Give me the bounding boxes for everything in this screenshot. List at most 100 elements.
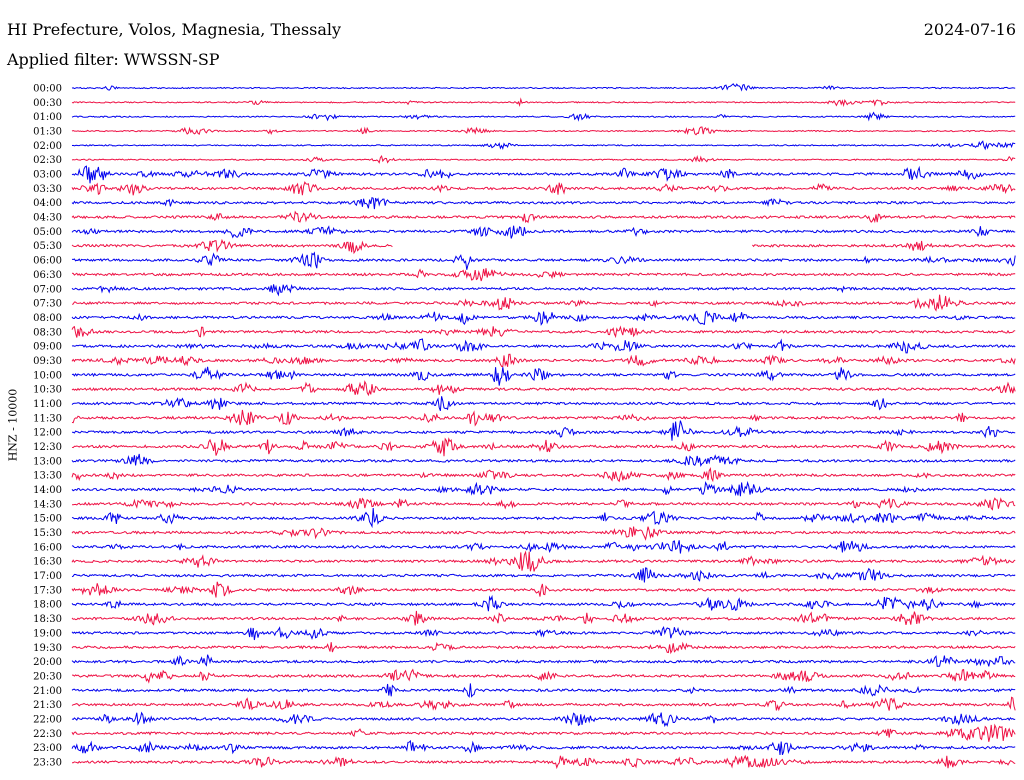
time-label: 10:30 bbox=[33, 385, 62, 396]
trace-line bbox=[72, 754, 1016, 770]
time-label: 06:30 bbox=[33, 270, 62, 281]
time-label: 00:30 bbox=[33, 98, 62, 109]
time-label: 21:00 bbox=[33, 686, 62, 697]
time-label: 19:00 bbox=[33, 628, 62, 639]
time-label: 07:00 bbox=[33, 284, 62, 295]
time-label: 03:30 bbox=[33, 184, 62, 195]
time-label: 09:30 bbox=[33, 356, 62, 367]
time-label: 12:30 bbox=[33, 442, 62, 453]
time-label: 03:00 bbox=[33, 170, 62, 181]
time-label: 02:30 bbox=[33, 155, 62, 166]
time-label: 14:30 bbox=[33, 499, 62, 510]
trace-line bbox=[71, 625, 1016, 641]
time-label: 12:00 bbox=[33, 428, 62, 439]
trace-line bbox=[71, 711, 1016, 728]
time-label: 17:00 bbox=[33, 571, 62, 582]
trace-line bbox=[71, 325, 1016, 339]
time-label: 05:30 bbox=[33, 241, 62, 252]
trace-line bbox=[71, 683, 1016, 698]
trace-line bbox=[71, 181, 1016, 196]
time-label: 23:30 bbox=[33, 757, 62, 768]
trace-line bbox=[71, 268, 1016, 282]
trace-line bbox=[71, 409, 1016, 427]
station-title: HI Prefecture, Volos, Magnesia, Thessaly bbox=[7, 20, 342, 39]
record-date: 2024-07-16 bbox=[923, 20, 1016, 39]
trace-line bbox=[71, 420, 1016, 441]
trace-line bbox=[71, 210, 1016, 224]
trace-line bbox=[71, 453, 1016, 468]
trace-line bbox=[71, 396, 1016, 411]
time-label: 16:30 bbox=[33, 557, 62, 568]
time-label: 02:00 bbox=[33, 141, 62, 152]
time-label: 13:00 bbox=[33, 456, 62, 467]
time-label: 10:00 bbox=[33, 370, 62, 381]
trace-line bbox=[71, 97, 1016, 108]
trace-line bbox=[71, 550, 1016, 572]
trace-line bbox=[71, 310, 1016, 326]
trace-line bbox=[71, 165, 1016, 184]
trace-line bbox=[71, 154, 1016, 164]
time-label: 22:30 bbox=[33, 729, 62, 740]
trace-line bbox=[71, 581, 1016, 598]
trace-line bbox=[71, 111, 1016, 122]
time-label: 13:30 bbox=[33, 471, 62, 482]
time-label: 08:30 bbox=[33, 327, 62, 338]
trace-line bbox=[71, 140, 1016, 151]
time-label: 04:00 bbox=[33, 198, 62, 209]
time-label: 08:00 bbox=[33, 313, 62, 324]
trace-line bbox=[71, 739, 1016, 755]
trace-line bbox=[71, 380, 1016, 397]
trace-line bbox=[71, 507, 1016, 529]
trace-line bbox=[72, 668, 1016, 684]
time-label: 16:00 bbox=[33, 542, 62, 553]
trace-line bbox=[71, 251, 1016, 270]
time-label: 20:00 bbox=[33, 657, 62, 668]
time-label: 07:30 bbox=[33, 299, 62, 310]
trace-line bbox=[71, 353, 1016, 368]
trace-line bbox=[71, 610, 1016, 626]
trace-line bbox=[71, 83, 1016, 92]
time-label: 05:00 bbox=[33, 227, 62, 238]
trace-line bbox=[71, 238, 393, 255]
time-label: 23:00 bbox=[33, 743, 62, 754]
time-label: 01:30 bbox=[33, 127, 62, 138]
time-label: 22:00 bbox=[33, 714, 62, 725]
trace-line bbox=[71, 480, 1016, 497]
trace-line bbox=[71, 696, 1016, 712]
trace-line bbox=[71, 437, 1016, 457]
time-label: 09:00 bbox=[33, 342, 62, 353]
time-label: 20:30 bbox=[33, 671, 62, 682]
trace-line bbox=[71, 283, 1016, 297]
trace-line bbox=[71, 467, 1016, 483]
time-label: 18:00 bbox=[33, 600, 62, 611]
trace-line bbox=[71, 641, 1016, 655]
time-label: 14:00 bbox=[33, 485, 62, 496]
trace-line bbox=[71, 225, 1016, 239]
time-label: 04:30 bbox=[33, 213, 62, 224]
trace-line bbox=[752, 240, 1016, 252]
time-label: 15:30 bbox=[33, 528, 62, 539]
trace-line bbox=[71, 540, 1016, 554]
trace-line bbox=[71, 723, 1016, 742]
time-label: 18:30 bbox=[33, 614, 62, 625]
trace-line bbox=[71, 366, 1016, 386]
trace-line bbox=[71, 567, 1016, 583]
applied-filter-label: Applied filter: WWSSN-SP bbox=[7, 50, 220, 69]
time-label: 00:00 bbox=[33, 84, 62, 95]
time-label: 15:00 bbox=[33, 514, 62, 525]
trace-line bbox=[71, 294, 1016, 312]
trace-line bbox=[71, 654, 1016, 667]
trace-line bbox=[71, 197, 1016, 210]
time-label: 06:00 bbox=[33, 256, 62, 267]
time-label: 19:30 bbox=[33, 643, 62, 654]
trace-line bbox=[71, 338, 1016, 354]
time-label: 11:30 bbox=[33, 413, 62, 424]
time-label: 11:00 bbox=[33, 399, 62, 410]
trace-line bbox=[71, 126, 1016, 136]
trace-line bbox=[71, 497, 1016, 511]
trace-line bbox=[71, 594, 1016, 612]
trace-line bbox=[71, 526, 1016, 541]
time-label: 01:00 bbox=[33, 112, 62, 123]
time-label: 17:30 bbox=[33, 585, 62, 596]
